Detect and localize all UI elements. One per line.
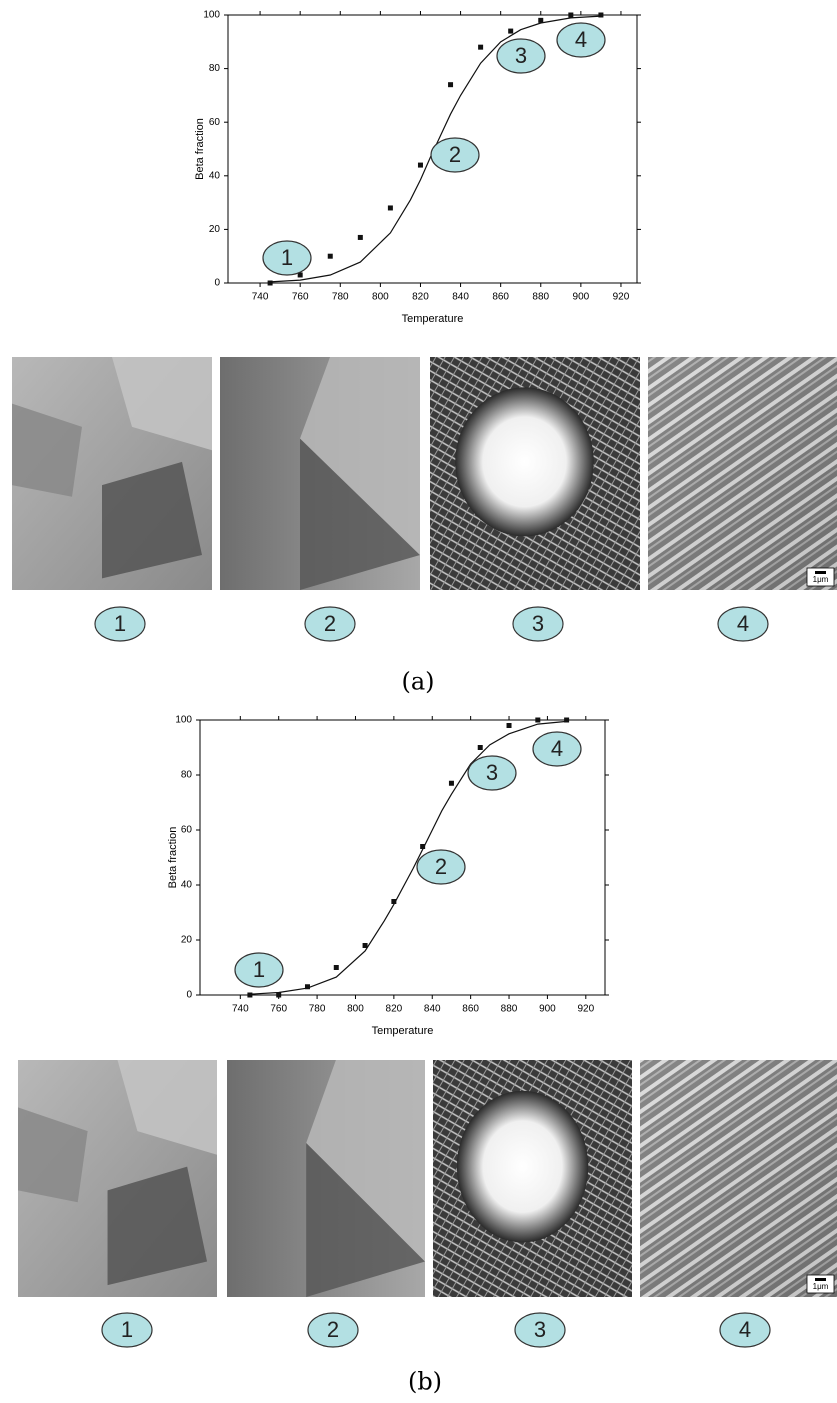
y-tick-label: 0 — [186, 990, 192, 1001]
bubble-label: 2 — [435, 854, 447, 879]
x-tick-label: 860 — [462, 1004, 479, 1015]
figure: 7407607808008208408608809009200204060801… — [0, 0, 837, 1403]
x-tick-label: 800 — [347, 1004, 364, 1015]
data-point — [449, 781, 454, 786]
grain — [457, 1091, 588, 1243]
x-tick-label: 820 — [412, 292, 429, 303]
bubble-label: 2 — [324, 611, 336, 636]
micrograph — [648, 357, 837, 590]
y-tick-label: 20 — [181, 935, 193, 946]
y-axis-title: Beta fraction — [194, 118, 206, 180]
x-axis-title: Temperature — [372, 1025, 434, 1037]
x-tick-label: 740 — [252, 292, 269, 303]
data-point — [507, 723, 512, 728]
x-tick-label: 880 — [501, 1004, 518, 1015]
x-tick-label: 840 — [452, 292, 469, 303]
micrograph — [227, 1060, 425, 1297]
data-point — [535, 718, 540, 723]
bubble-label: 3 — [532, 611, 544, 636]
data-point — [478, 45, 483, 50]
bubble-label: 1 — [281, 245, 293, 270]
scale-bar — [815, 571, 826, 574]
x-tick-label: 900 — [539, 1004, 556, 1015]
bubble-label: 4 — [737, 611, 749, 636]
x-tick-label: 820 — [386, 1004, 403, 1015]
y-tick-label: 100 — [175, 715, 192, 726]
x-tick-label: 740 — [232, 1004, 249, 1015]
micrograph — [433, 1060, 632, 1297]
y-tick-label: 80 — [209, 63, 221, 74]
bubble-label: 4 — [575, 27, 587, 52]
y-tick-label: 80 — [181, 770, 193, 781]
data-point — [418, 163, 423, 168]
panel-caption: (a) — [401, 668, 434, 696]
bubble-label: 4 — [739, 1317, 751, 1342]
scale-bar — [815, 1278, 826, 1281]
y-tick-label: 20 — [209, 224, 221, 235]
data-point — [276, 993, 281, 998]
x-tick-label: 760 — [270, 1004, 287, 1015]
data-point — [388, 205, 393, 210]
scale-bar-label: 1μm — [813, 575, 829, 584]
data-point — [334, 965, 339, 970]
x-tick-label: 880 — [532, 292, 549, 303]
micrograph — [12, 357, 212, 590]
data-point — [448, 82, 453, 87]
bubble-label: 3 — [534, 1317, 546, 1342]
x-tick-label: 800 — [372, 292, 389, 303]
micrograph — [640, 1060, 837, 1297]
x-tick-label: 860 — [492, 292, 509, 303]
y-tick-label: 0 — [214, 278, 220, 289]
data-point — [568, 13, 573, 18]
bubble-label: 2 — [449, 142, 461, 167]
scale-bar-label: 1μm — [813, 1282, 829, 1291]
bubble-label: 3 — [515, 43, 527, 68]
grain — [455, 387, 594, 536]
y-tick-label: 100 — [203, 10, 220, 21]
y-tick-label: 60 — [181, 825, 193, 836]
data-point — [358, 235, 363, 240]
x-tick-label: 920 — [613, 292, 630, 303]
x-tick-label: 780 — [332, 292, 349, 303]
data-point — [328, 254, 333, 259]
bubble-label: 3 — [486, 760, 498, 785]
data-point — [478, 745, 483, 750]
x-tick-label: 920 — [577, 1004, 594, 1015]
bubble-label: 1 — [114, 611, 126, 636]
bubble-label: 1 — [121, 1317, 133, 1342]
y-tick-label: 40 — [181, 880, 193, 891]
x-tick-label: 840 — [424, 1004, 441, 1015]
y-axis-title: Beta fraction — [167, 827, 179, 889]
fit-curve — [250, 721, 567, 994]
micrograph-shade — [648, 357, 837, 590]
figure-canvas: 7407607808008208408608809009200204060801… — [0, 0, 837, 1403]
bubble-label: 2 — [327, 1317, 339, 1342]
micrograph — [220, 357, 420, 590]
x-tick-label: 780 — [309, 1004, 326, 1015]
data-point — [247, 993, 252, 998]
micrograph — [18, 1060, 217, 1297]
data-point — [508, 29, 513, 34]
panel-caption: (b) — [408, 1368, 442, 1396]
bubble-label: 1 — [253, 957, 265, 982]
micrograph — [430, 357, 640, 590]
x-tick-label: 900 — [573, 292, 590, 303]
bubble-label: 4 — [551, 736, 563, 761]
x-tick-label: 760 — [292, 292, 309, 303]
y-tick-label: 40 — [209, 170, 221, 181]
x-axis-title: Temperature — [402, 313, 464, 325]
micrograph-shade — [640, 1060, 837, 1297]
y-tick-label: 60 — [209, 117, 221, 128]
